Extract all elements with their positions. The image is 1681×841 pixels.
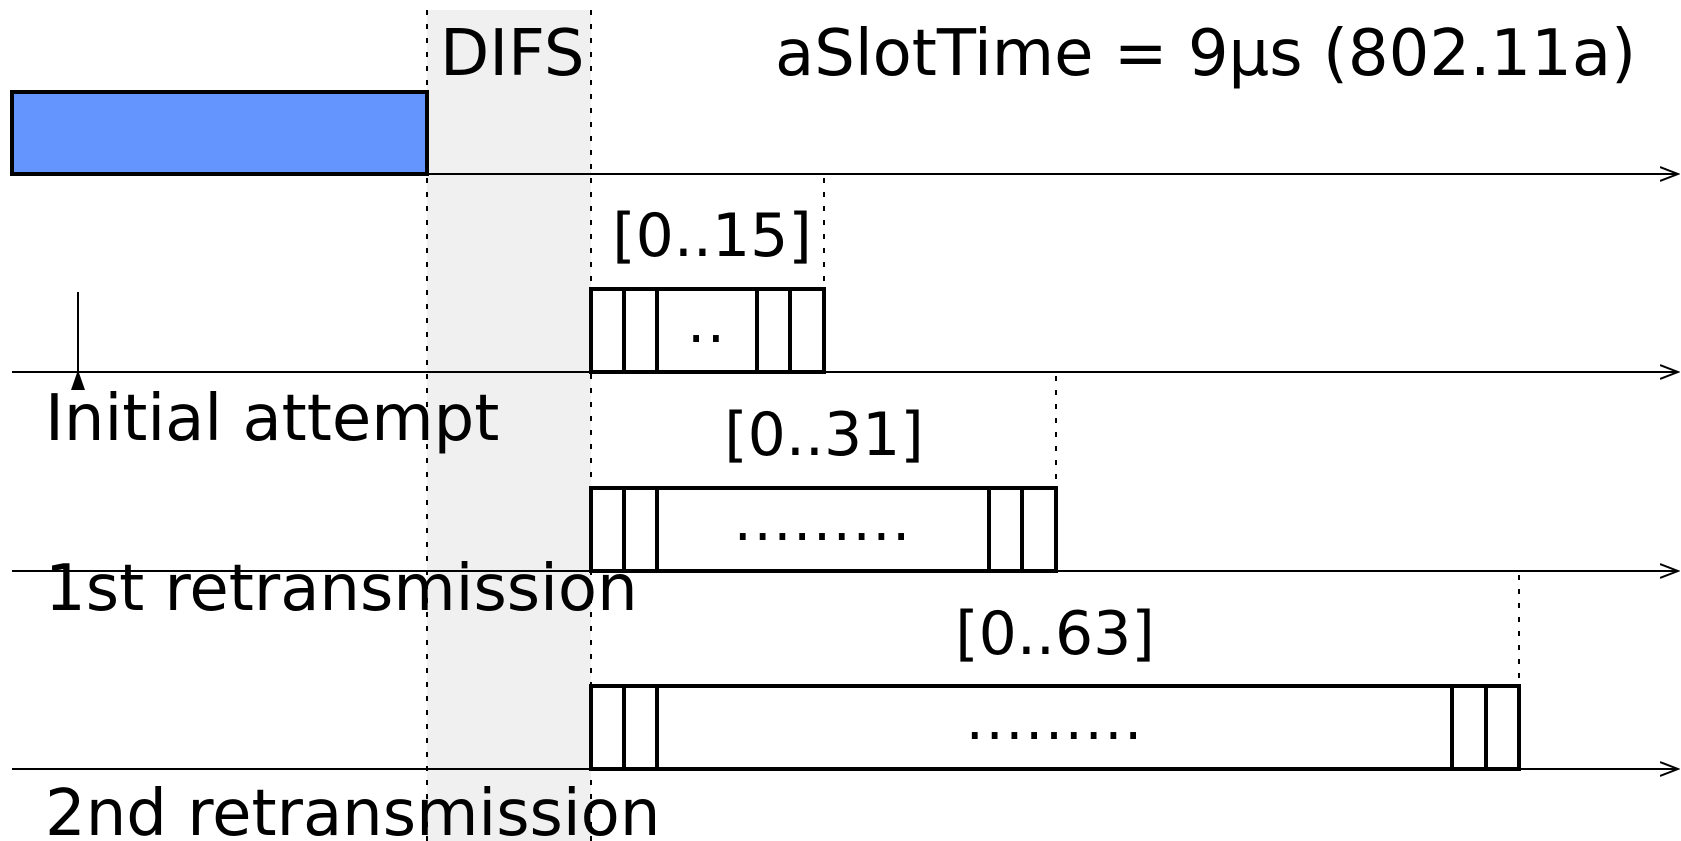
row-label-initial-attempt: Initial attempt bbox=[45, 382, 499, 456]
difs-shade bbox=[427, 10, 591, 841]
window-label-2nd-retransmission: [0..63] bbox=[955, 599, 1154, 669]
row-label-1st-retransmission: 1st retransmission bbox=[45, 552, 638, 626]
row-label-2nd-retransmission: 2nd retransmission bbox=[45, 777, 660, 841]
contention-window-1st-retransmission bbox=[589, 376, 1058, 573]
slots-ellipsis-2nd-retransmission: ......... bbox=[966, 688, 1144, 753]
window-label-initial: [0..15] bbox=[612, 201, 811, 271]
difs-label: DIFS bbox=[440, 17, 584, 91]
busy-medium-bar bbox=[10, 90, 429, 176]
contention-window-2nd-retransmission bbox=[589, 575, 1521, 771]
contention-window-initial bbox=[589, 178, 826, 374]
slot-time-label: aSlotTime = 9µs (802.11a) bbox=[775, 17, 1636, 91]
slots-ellipsis-initial: .. bbox=[687, 291, 727, 356]
slots-ellipsis-1st-retransmission: ......... bbox=[734, 489, 912, 554]
window-label-1st-retransmission: [0..31] bbox=[724, 400, 923, 470]
